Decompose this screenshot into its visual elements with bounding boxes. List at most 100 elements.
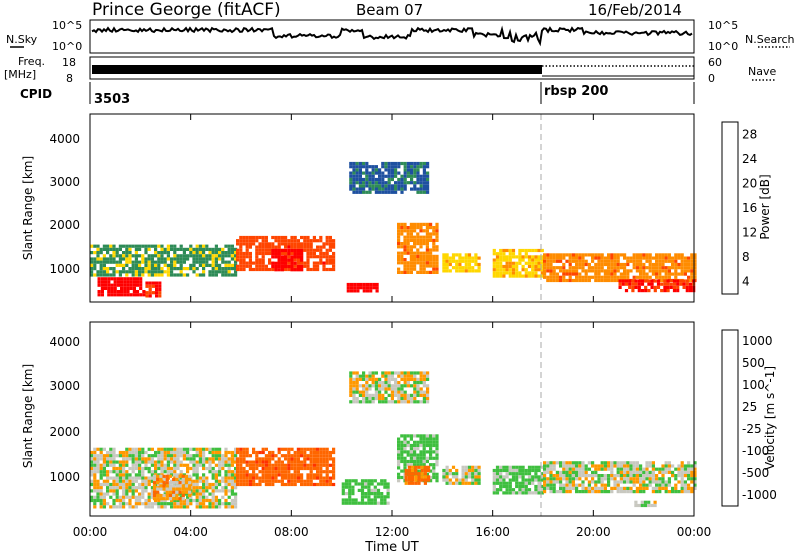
- heatmap-cell: [562, 253, 566, 257]
- heatmap-cell: [255, 482, 259, 487]
- heatmap-cell: [218, 479, 222, 483]
- heatmap-cell: [623, 477, 627, 481]
- heatmap-cell: [349, 384, 353, 388]
- heatmap-cell: [655, 253, 659, 257]
- heatmap-cell: [157, 502, 161, 506]
- heatmap-cell: [419, 222, 423, 226]
- heatmap-cell: [236, 242, 240, 246]
- heatmap-cell: [451, 481, 456, 485]
- heatmap-cell: [332, 473, 336, 477]
- heatmap-cell: [584, 467, 588, 471]
- heatmap-cell: [176, 498, 180, 503]
- heatmap-cell: [123, 293, 127, 297]
- heatmap-cell: [403, 447, 407, 451]
- heatmap-cell: [255, 460, 259, 464]
- heatmap-cell: [502, 478, 506, 482]
- heatmap-cell: [524, 255, 528, 259]
- heatmap-cell: [651, 490, 655, 494]
- heatmap-cell: [120, 280, 124, 284]
- heatmap-cell: [230, 267, 234, 271]
- heatmap-cell: [658, 483, 662, 487]
- heatmap-cell: [96, 466, 100, 471]
- heatmap-cell: [252, 466, 256, 471]
- heatmap-cell: [502, 491, 506, 495]
- heatmap-cell: [96, 486, 100, 490]
- heatmap-cell: [407, 481, 411, 485]
- velocity-heatmap: [90, 371, 697, 509]
- heatmap-cell: [527, 488, 532, 492]
- heatmap-cell: [549, 262, 553, 267]
- heatmap-cell: [373, 492, 377, 496]
- heatmap-cell: [537, 465, 541, 469]
- heatmap-cell: [435, 453, 439, 457]
- heatmap-cell: [565, 477, 569, 481]
- heatmap-cell: [151, 291, 155, 295]
- heatmap-cell: [422, 447, 426, 451]
- heatmap-cell: [118, 498, 122, 503]
- heatmap-cell: [667, 275, 671, 279]
- heatmap-cell: [182, 450, 186, 455]
- heatmap-cell: [515, 475, 519, 479]
- heatmap-cell: [293, 470, 297, 474]
- heatmap-cell: [208, 470, 212, 474]
- power-colorbar-frame: [721, 121, 739, 295]
- heatmap-cell: [173, 260, 177, 264]
- heatmap-cell: [429, 437, 433, 441]
- heatmap-cell: [400, 456, 404, 460]
- heatmap-cell: [198, 457, 202, 461]
- heatmap-cell: [205, 254, 209, 258]
- heatmap-cell: [109, 254, 113, 258]
- heatmap-cell: [186, 492, 190, 496]
- heatmap-cell: [245, 450, 249, 455]
- heatmap-cell: [99, 466, 103, 471]
- heatmap-cell: [371, 381, 375, 385]
- heatmap-cell: [211, 247, 215, 251]
- heatmap-cell: [521, 478, 525, 482]
- heatmap-cell: [179, 463, 183, 467]
- heatmap-cell: [448, 259, 452, 263]
- heatmap-cell: [126, 277, 130, 281]
- heatmap-cell: [154, 498, 158, 503]
- heatmap-cell: [224, 473, 228, 477]
- heatmap-cell: [664, 470, 668, 474]
- heatmap-cell: [170, 450, 174, 455]
- heatmap-cell: [495, 472, 500, 476]
- heatmap-cell: [603, 483, 607, 487]
- heatmap-cell: [242, 476, 246, 480]
- heatmap-cell: [651, 262, 655, 267]
- heatmap-cell: [296, 450, 300, 455]
- heatmap-cell: [413, 258, 417, 262]
- heatmap-cell: [202, 450, 206, 455]
- heatmap-cell: [131, 492, 135, 496]
- heatmap-cell: [413, 453, 417, 457]
- heatmap-cell: [426, 177, 430, 182]
- heatmap-cell: [397, 466, 401, 470]
- heatmap-cell: [128, 270, 132, 274]
- heatmap-cell: [365, 393, 369, 397]
- heatmap-cell: [150, 479, 154, 483]
- heatmap-cell: [400, 184, 404, 188]
- heatmap-cell: [655, 272, 659, 276]
- heatmap-cell: [680, 464, 684, 468]
- heatmap-cell: [413, 377, 417, 381]
- heatmap-cell: [403, 229, 407, 233]
- heatmap-cell: [655, 262, 659, 267]
- heatmap-cell: [358, 184, 362, 188]
- heatmap-cell: [230, 479, 234, 483]
- heatmap-cell: [661, 253, 665, 257]
- heatmap-cell: [90, 463, 94, 467]
- heatmap-cell: [688, 282, 693, 286]
- heatmap-cell: [417, 465, 421, 469]
- heatmap-cell: [290, 268, 294, 272]
- heatmap-cell: [568, 470, 572, 474]
- heatmap-cell: [417, 481, 421, 485]
- heatmap-cell: [132, 286, 136, 290]
- heatmap-cell: [145, 291, 149, 295]
- heatmap-cell: [562, 467, 566, 471]
- heatmap-cell: [505, 258, 509, 262]
- heatmap-cell: [271, 255, 275, 259]
- velocity-ytick: 4000: [49, 335, 80, 349]
- heatmap-cell: [287, 470, 291, 474]
- heatmap-cell: [271, 267, 275, 272]
- heatmap-cell: [296, 473, 300, 477]
